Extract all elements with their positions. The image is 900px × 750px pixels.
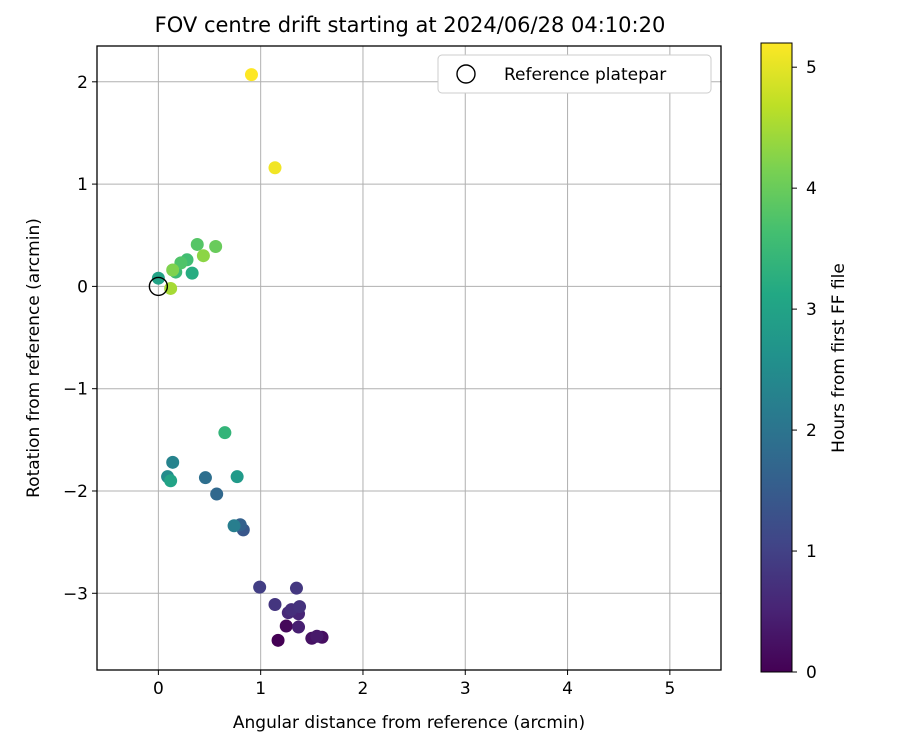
data-point xyxy=(198,471,212,485)
data-point xyxy=(190,237,204,251)
y-tick-label: 1 xyxy=(77,175,88,195)
points-layer xyxy=(151,68,329,647)
reference-platepar-marker xyxy=(148,276,169,297)
y-axis-label: Rotation from reference (arcmin) xyxy=(24,218,44,498)
colorbar-tick-label: 2 xyxy=(806,421,817,441)
data-point xyxy=(166,455,180,469)
data-point xyxy=(196,249,210,263)
data-point xyxy=(164,281,178,295)
colorbar-ticks: 0 1 2 3 4 5 xyxy=(792,58,817,683)
x-tick-label: 2 xyxy=(358,679,369,699)
data-point xyxy=(268,161,282,175)
grid-layer xyxy=(97,46,721,670)
y-tick-label: 2 xyxy=(77,73,88,93)
legend-label-reference: Reference platepar xyxy=(504,65,666,85)
x-tick-label: 4 xyxy=(562,679,573,699)
colorbar-tick-label: 5 xyxy=(806,58,817,78)
data-point xyxy=(279,619,293,633)
data-point xyxy=(289,581,303,595)
x-tick-label: 5 xyxy=(664,679,675,699)
data-point xyxy=(271,633,285,647)
data-point xyxy=(166,263,180,277)
y-tick-label: −3 xyxy=(63,584,88,604)
data-point xyxy=(244,68,258,82)
plot-frame xyxy=(96,45,722,671)
chart-title: FOV centre drift starting at 2024/06/28 … xyxy=(155,13,666,37)
x-tick-label: 0 xyxy=(153,679,164,699)
y-tick-label: 0 xyxy=(77,277,88,297)
x-axis-label: Angular distance from reference (arcmin) xyxy=(233,713,585,733)
data-point xyxy=(268,598,282,612)
legend-marker-reference xyxy=(456,64,476,84)
data-point xyxy=(164,474,178,488)
data-point xyxy=(185,266,199,280)
ticks-layer: 0 1 2 3 4 5 2 1 0 −1 −2 −3 xyxy=(63,73,675,699)
data-point xyxy=(151,271,165,285)
colorbar: 0 1 2 3 4 5 Hours from first FF file xyxy=(760,42,849,683)
reference-layer xyxy=(148,276,169,297)
legend-box xyxy=(437,54,712,94)
data-point xyxy=(210,487,224,501)
x-tick-label: 3 xyxy=(460,679,471,699)
data-point xyxy=(218,426,232,440)
data-point xyxy=(310,629,324,643)
y-tick-label: −1 xyxy=(63,380,88,400)
y-tick-label: −2 xyxy=(63,482,88,502)
colorbar-tick-label: 0 xyxy=(806,663,817,683)
data-point xyxy=(230,470,244,484)
data-point xyxy=(292,620,306,634)
colorbar-label: Hours from first FF file xyxy=(829,263,849,453)
x-tick-label: 1 xyxy=(255,679,266,699)
colorbar-tick-label: 4 xyxy=(806,179,817,199)
data-point xyxy=(209,239,223,253)
data-point xyxy=(253,580,267,594)
legend: Reference platepar xyxy=(437,54,712,94)
data-point xyxy=(293,600,307,614)
colorbar-gradient xyxy=(760,42,793,673)
data-point xyxy=(227,519,241,533)
colorbar-tick-label: 3 xyxy=(806,300,817,320)
colorbar-tick-label: 1 xyxy=(806,542,817,562)
